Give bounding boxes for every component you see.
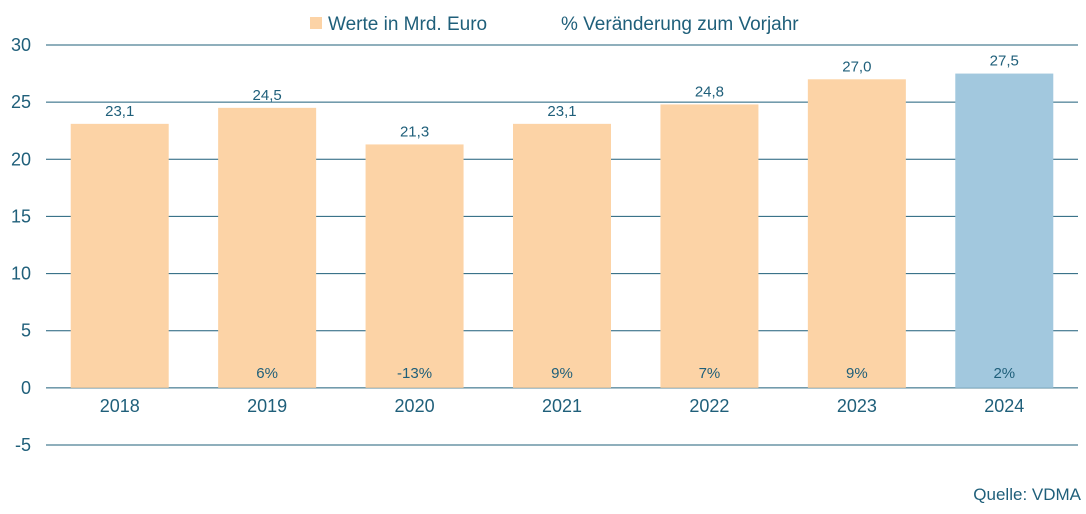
y-tick-label: -5 <box>15 435 31 455</box>
bar-2018 <box>70 123 169 388</box>
percent-label-2022: 7% <box>699 365 721 382</box>
y-tick-label: 20 <box>11 149 31 169</box>
value-label-2018: 23,1 <box>105 103 134 120</box>
legend: Werte in Mrd. Euro % Veränderung zum Vor… <box>310 14 799 35</box>
percent-label-2021: 9% <box>551 365 573 382</box>
legend-swatch-values <box>310 17 322 29</box>
bar-2019 <box>218 107 317 388</box>
percent-label-2019: 6% <box>256 365 278 382</box>
x-tick-label-2019: 2019 <box>247 396 287 416</box>
x-tick-label-2021: 2021 <box>542 396 582 416</box>
value-label-2021: 23,1 <box>547 103 576 120</box>
value-label-2022: 24,8 <box>695 83 724 100</box>
bar-2020 <box>365 144 464 388</box>
y-tick-label: 0 <box>21 378 31 398</box>
percent-label-2023: 9% <box>846 365 868 382</box>
y-tick-label: 15 <box>11 206 31 226</box>
y-tick-label: 30 <box>11 35 31 55</box>
bar-2022 <box>660 104 759 388</box>
value-label-2020: 21,3 <box>400 123 429 140</box>
bar-2021 <box>513 123 611 388</box>
bar-2024 <box>955 73 1054 388</box>
value-label-2023: 27,0 <box>842 58 871 75</box>
x-tick-label-2023: 2023 <box>837 396 877 416</box>
x-tick-label-2024: 2024 <box>984 396 1024 416</box>
legend-label-values: Werte in Mrd. Euro <box>328 14 487 35</box>
x-tick-label-2022: 2022 <box>689 396 729 416</box>
bar-2023 <box>807 79 906 388</box>
y-tick-label: 5 <box>21 321 31 341</box>
x-tick-label-2020: 2020 <box>395 396 435 416</box>
percent-label-2020: -13% <box>397 365 432 382</box>
percent-label-2024: 2% <box>993 365 1015 382</box>
source-note: Quelle: VDMA <box>973 485 1081 504</box>
y-tick-label: 25 <box>11 92 31 112</box>
bar-layer <box>70 73 1054 388</box>
y-tick-label: 10 <box>11 264 31 284</box>
value-label-2024: 27,5 <box>990 53 1019 70</box>
x-tick-label-2018: 2018 <box>100 396 140 416</box>
value-label-2019: 24,5 <box>253 87 282 104</box>
legend-label-percent: % Veränderung zum Vorjahr <box>561 14 799 35</box>
label-layer: 23,1 2018 24,5 6% 2019 21,3 -13% 2020 23,1 9% 2021… <box>100 53 1025 416</box>
